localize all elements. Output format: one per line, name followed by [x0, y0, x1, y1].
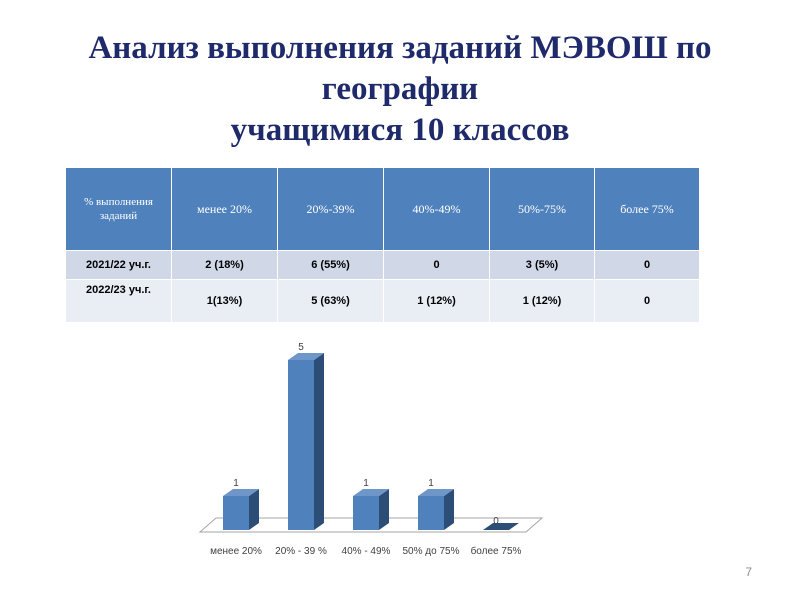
- table-cell: 1 (12%): [383, 279, 490, 323]
- row-label: 2022/23 уч.г.: [65, 279, 172, 323]
- title-line-3: учащимися 10 классов: [230, 112, 570, 148]
- bar-1: [288, 360, 314, 530]
- data-label-2: 1: [363, 478, 369, 489]
- header-cell-20-39: 20%-39%: [277, 167, 384, 251]
- bar-top-0: [223, 489, 259, 496]
- table-cell: 0: [594, 279, 700, 323]
- table-header-row: % выполнения заданий менее 20% 20%-39% 4…: [65, 167, 700, 251]
- bar-3: [418, 496, 444, 530]
- table-cell: 0: [594, 250, 700, 280]
- title-line-2: географии: [321, 71, 479, 107]
- table-cell: 6 (55%): [277, 250, 384, 280]
- header-cell-percent: % выполнения заданий: [65, 167, 172, 251]
- table-row: 2021/22 уч.г. 2 (18%) 6 (55%) 0 3 (5%) 0: [65, 250, 700, 280]
- table-row: 2022/23 уч.г. 1(13%) 5 (63%) 1 (12%) 1 (…: [65, 279, 700, 323]
- row-label: 2021/22 уч.г.: [65, 250, 172, 280]
- results-table: % выполнения заданий менее 20% 20%-39% 4…: [65, 167, 700, 323]
- table-cell: 0: [383, 250, 490, 280]
- data-label-1: 5: [298, 342, 304, 353]
- table-cell: 5 (63%): [277, 279, 384, 323]
- bar-top-1: [288, 353, 324, 360]
- header-cell-40-49: 40%-49%: [383, 167, 490, 251]
- page-number: 7: [745, 565, 752, 579]
- bar-chart: 1 менее 20% 5 20% - 39 % 1 40% - 49% 1 50% до 7…: [198, 342, 544, 557]
- bar-side-1: [314, 353, 324, 530]
- bar-side-0: [249, 489, 259, 530]
- bar-side-3: [444, 489, 454, 530]
- bar-top-2: [353, 489, 389, 496]
- bar-0: [223, 496, 249, 530]
- bar-top-3: [418, 489, 454, 496]
- data-label-0: 1: [233, 478, 239, 489]
- data-label-4: 0: [493, 516, 499, 527]
- bar-4: [483, 523, 519, 530]
- table-cell: 3 (5%): [489, 250, 595, 280]
- bar-2: [353, 496, 379, 530]
- table-cell: 1(13%): [171, 279, 278, 323]
- data-label-3: 1: [428, 478, 434, 489]
- category-label-0: менее 20%: [210, 546, 262, 557]
- category-label-3: 50% до 75%: [403, 546, 460, 557]
- category-label-2: 40% - 49%: [342, 546, 391, 557]
- header-cell-over-75: более 75%: [594, 167, 700, 251]
- title-line-1: Анализ выполнения заданий МЭВОШ по: [88, 30, 712, 66]
- bar-side-2: [379, 489, 389, 530]
- header-cell-under-20: менее 20%: [171, 167, 278, 251]
- header-cell-50-75: 50%-75%: [489, 167, 595, 251]
- table-cell: 1 (12%): [489, 279, 595, 323]
- category-label-4: более 75%: [471, 545, 522, 557]
- table-cell: 2 (18%): [171, 250, 278, 280]
- slide-title: Анализ выполнения заданий МЭВОШ по геогр…: [0, 28, 800, 151]
- category-label-1: 20% - 39 %: [275, 546, 327, 557]
